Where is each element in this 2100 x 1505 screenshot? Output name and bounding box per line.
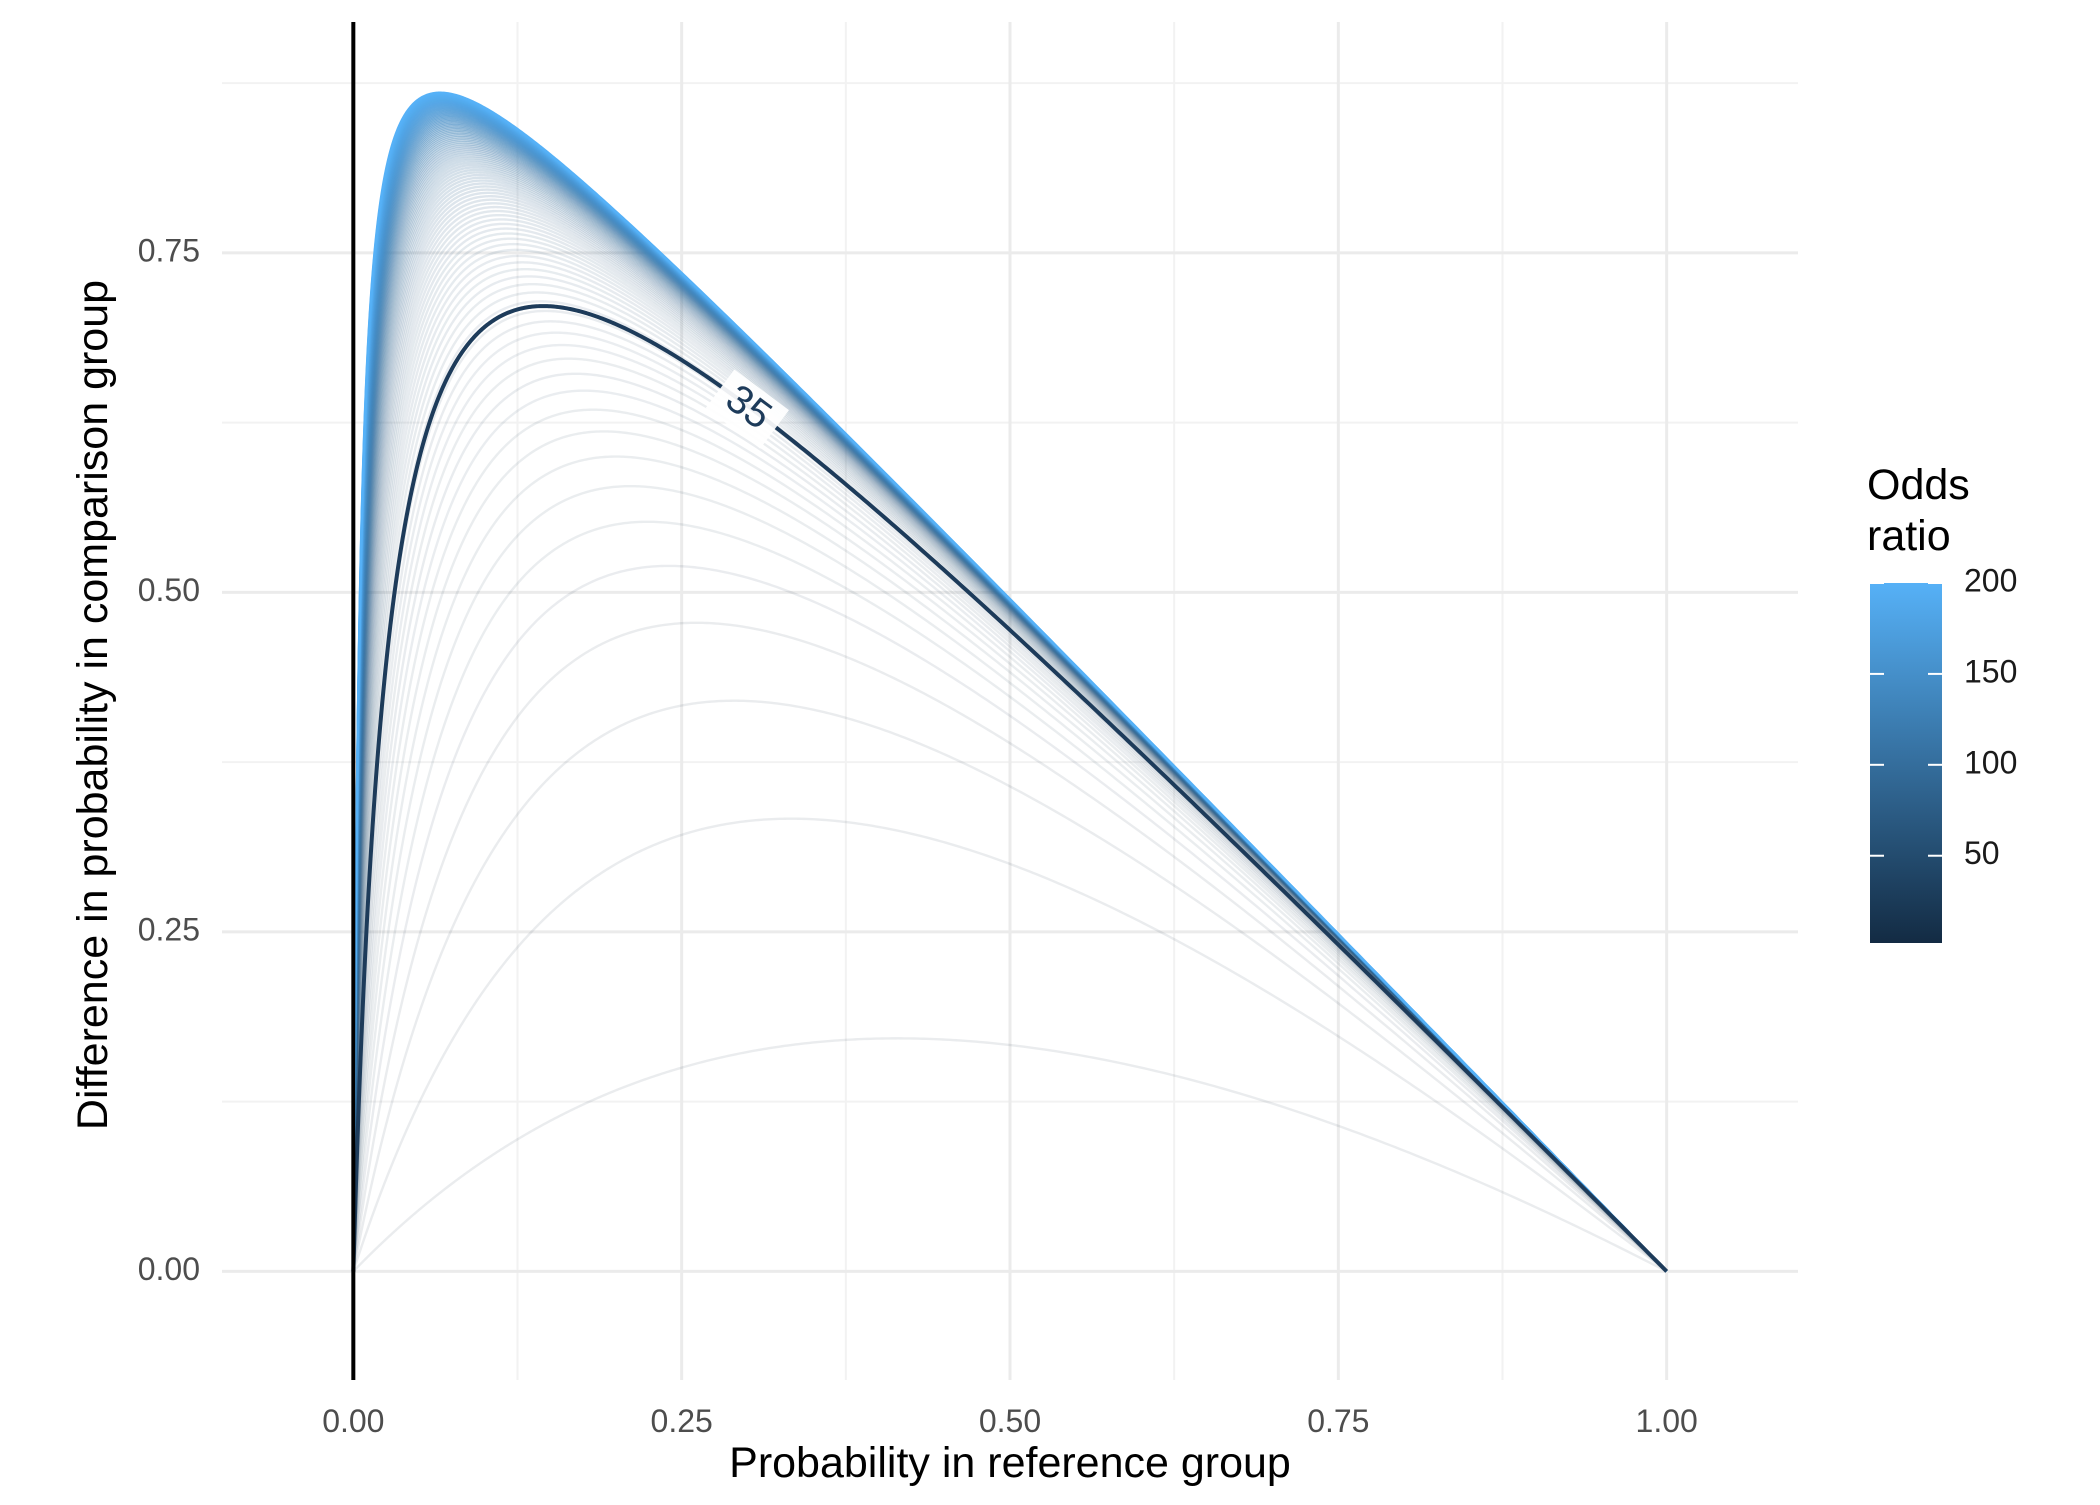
curve-or-62 — [352, 218, 1668, 1273]
curve-or-6 — [352, 699, 1668, 1273]
curve-or-86 — [352, 176, 1668, 1273]
y-tick-label-2: 0.50 — [138, 572, 200, 608]
curve-or-96 — [352, 163, 1668, 1273]
curve-or-10 — [352, 564, 1668, 1273]
curve-or-52 — [352, 242, 1668, 1273]
annotation-layer: 35 — [705, 369, 789, 449]
curve-layer — [351, 91, 1669, 1273]
curve-or-70 — [352, 202, 1668, 1273]
curve-or-92 — [352, 168, 1668, 1273]
curve-or-50 — [352, 248, 1668, 1273]
curve-or-88 — [352, 173, 1668, 1273]
legend-tick-label-3: 200 — [1964, 562, 2017, 598]
curve-or-18 — [352, 430, 1668, 1273]
curve-or-60 — [352, 222, 1668, 1273]
legend-title-line-2: ratio — [1867, 512, 1951, 560]
curve-or-20 — [352, 408, 1668, 1273]
curve-or-110 — [352, 148, 1668, 1273]
curve-or-78 — [352, 188, 1668, 1273]
curve-or-98 — [352, 161, 1668, 1273]
curve-or-46 — [352, 261, 1668, 1273]
curve-or-22 — [352, 389, 1668, 1273]
curve-or-12 — [352, 520, 1668, 1273]
curve-or-84 — [352, 179, 1668, 1273]
curve-or-66 — [352, 209, 1668, 1273]
x-tick-label-0: 0.00 — [322, 1403, 384, 1439]
curve-or-48 — [352, 254, 1668, 1273]
legend-tick-label-1: 100 — [1964, 744, 2017, 780]
curve-or-104 — [352, 154, 1668, 1273]
legend-colorbar — [1870, 583, 1942, 943]
curve-or-100 — [352, 159, 1668, 1273]
curve-or-14 — [352, 484, 1668, 1273]
curve-or-90 — [352, 171, 1668, 1273]
x-axis-title: Probability in reference group — [729, 1439, 1291, 1487]
y-tick-label-0: 0.00 — [138, 1251, 200, 1287]
curve-or-94 — [352, 166, 1668, 1273]
legend: Odds ratio 50 100 150 200 — [1867, 461, 2017, 943]
curve-or-72 — [352, 198, 1668, 1273]
curve-or-112 — [352, 146, 1668, 1273]
curve-or-80 — [352, 185, 1668, 1273]
grid — [222, 22, 1798, 1380]
axis-tick-labels: 0.00 0.25 0.50 0.75 1.00 0.00 0.25 0.50 0.75 — [138, 232, 1698, 1439]
x-tick-label-1: 0.25 — [651, 1403, 713, 1439]
curve-or-102 — [352, 156, 1668, 1273]
legend-title-line-1: Odds — [1867, 461, 1970, 509]
legend-ticks: 50 100 150 200 — [1870, 562, 2017, 871]
curve-or-74 — [352, 195, 1668, 1273]
curve-or-82 — [352, 182, 1668, 1273]
curve-or-68 — [352, 205, 1668, 1273]
legend-tick-label-0: 50 — [1964, 835, 2000, 871]
curve-or-24 — [352, 372, 1668, 1273]
curve-or-8 — [352, 621, 1668, 1273]
y-tick-label-1: 0.25 — [138, 911, 200, 947]
x-tick-label-3: 0.75 — [1307, 1403, 1369, 1439]
annotation-background — [705, 369, 789, 449]
x-tick-label-2: 0.50 — [979, 1403, 1041, 1439]
curve-or-56 — [352, 232, 1668, 1273]
curve-or-64 — [352, 213, 1668, 1273]
legend-tick-label-2: 150 — [1964, 653, 2017, 689]
curve-or-114 — [352, 144, 1668, 1273]
curve-or-116 — [352, 142, 1668, 1273]
curve-or-108 — [352, 150, 1668, 1273]
highlighted-curve-or-35 — [351, 304, 1669, 1273]
curve-or-200 — [352, 91, 1668, 1273]
curve-or-106 — [352, 152, 1668, 1273]
curve-or-76 — [352, 191, 1668, 1273]
curve-or-16 — [352, 455, 1668, 1273]
curve-or-54 — [352, 237, 1668, 1273]
y-axis-title: Difference in probability in comparison … — [69, 280, 117, 1130]
curve-or-4 — [352, 817, 1668, 1273]
curve-or-58 — [352, 227, 1668, 1273]
curve-or-2 — [352, 1037, 1668, 1273]
y-tick-label-3: 0.75 — [138, 232, 200, 268]
x-tick-label-4: 1.00 — [1636, 1403, 1698, 1439]
